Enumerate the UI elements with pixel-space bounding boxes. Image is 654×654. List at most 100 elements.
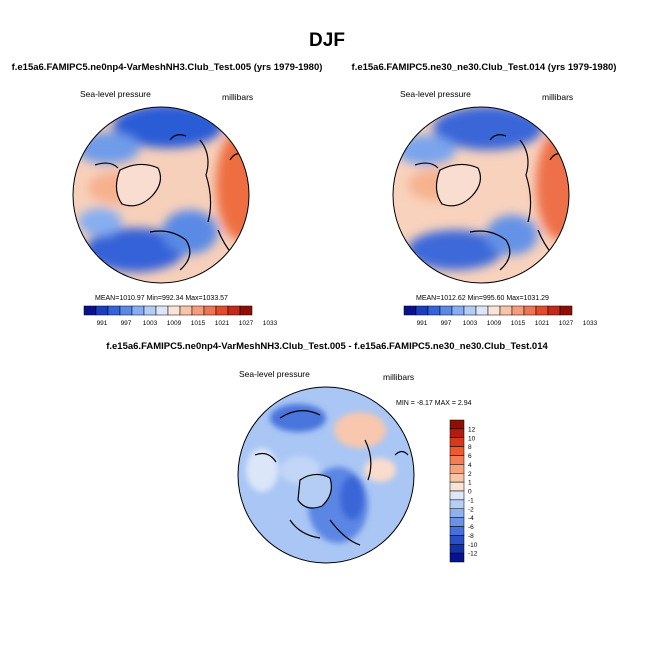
colorbar-box xyxy=(449,428,465,438)
panel-title-control: f.e15a6.FAMIPC5.ne30_ne30.Club_Test.014 … xyxy=(351,62,617,73)
colorbar-box xyxy=(167,305,181,316)
colorbar-box xyxy=(449,535,465,545)
colorbar-label: 0 xyxy=(468,489,472,496)
colorbar-box xyxy=(449,526,465,536)
low-band xyxy=(396,135,456,165)
colorbar-label: -12 xyxy=(468,551,478,558)
max-value: 1033.57 xyxy=(202,295,228,302)
colorbar-box xyxy=(449,419,465,430)
min-label: Min= xyxy=(467,295,483,302)
colorbar-box xyxy=(227,305,241,316)
min-value: -8.17 xyxy=(416,400,433,407)
stats-difference: MIN = -8.17 MAX = 2.94 xyxy=(396,400,472,407)
min-value: 995.60 xyxy=(482,295,505,302)
colorbar-box xyxy=(559,305,573,316)
max-value: 1031.29 xyxy=(523,295,549,302)
colorbar-label: 2 xyxy=(468,471,472,478)
coastline-greenland xyxy=(115,163,162,207)
colorbar-label: -10 xyxy=(468,542,478,549)
colorbar-label: 8 xyxy=(468,444,472,451)
colorbar-box xyxy=(449,544,465,554)
colorbar-label: 1009 xyxy=(167,320,182,327)
colorbar-box xyxy=(523,305,537,316)
variable-label-test: Sea-level pressure xyxy=(80,89,151,99)
mean-label: MEAN= xyxy=(416,295,441,302)
colorbar-box xyxy=(119,305,133,316)
colorbar-label: 991 xyxy=(97,320,108,327)
min-value: 992.34 xyxy=(161,295,184,302)
colorbar-box xyxy=(499,305,513,316)
max-label: Max= xyxy=(506,295,524,302)
colorbar-box xyxy=(439,305,453,316)
panel-title-test: f.e15a6.FAMIPC5.ne0np4-VarMeshNH3.Club_T… xyxy=(11,62,323,73)
colorbar-label: 991 xyxy=(417,320,428,327)
colorbar-box xyxy=(203,305,217,316)
colorbar-box xyxy=(179,305,193,316)
colorbar-box xyxy=(449,464,465,474)
colorbar-label: 6 xyxy=(468,453,472,460)
colorbar-label: 10 xyxy=(468,435,476,442)
colorbar-label: -6 xyxy=(468,524,474,531)
variable-label-control: Sea-level pressure xyxy=(400,89,471,99)
colorbar-box xyxy=(449,473,465,483)
map-boundary xyxy=(72,106,250,284)
colorbar-box xyxy=(427,305,441,316)
figure-title: DJF xyxy=(309,30,345,51)
colorbar-box xyxy=(83,305,97,316)
colorbar-label: 1003 xyxy=(143,320,158,327)
anomaly-neg-inner xyxy=(340,476,364,520)
variable-label-difference: Sea-level pressure xyxy=(239,369,310,379)
min-label: MIN = xyxy=(396,400,415,407)
colorbar-label: 1003 xyxy=(463,320,478,327)
colorbar-box xyxy=(487,305,501,316)
colorbar-box xyxy=(449,499,465,509)
colorbar-label: 12 xyxy=(468,426,476,433)
low-atlantic xyxy=(486,215,538,255)
units-label-control: millibars xyxy=(542,92,574,102)
anomaly-pos2 xyxy=(364,458,396,482)
colorbar-box xyxy=(403,305,417,316)
colorbar-box xyxy=(449,517,465,527)
colorbar-box xyxy=(95,305,109,316)
colorbar-box xyxy=(463,305,477,316)
low-band xyxy=(76,132,140,164)
colorbar-test: 991 997 1003 1009 1015 1021 1027 1033 xyxy=(83,305,278,327)
map-difference xyxy=(238,387,414,563)
colorbar-label: 997 xyxy=(121,320,132,327)
colorbar-label: 1027 xyxy=(559,320,574,327)
high-siberian xyxy=(536,130,569,240)
high-siberian xyxy=(216,130,249,240)
colorbar-label: 1015 xyxy=(191,320,206,327)
colorbar-box xyxy=(547,305,561,316)
mean-value: 1012.62 xyxy=(440,295,466,302)
coastlines xyxy=(414,134,565,271)
colorbar-box xyxy=(239,305,253,316)
stats-test: MEAN=1010.97 Min=992.34 Max=1033.57 xyxy=(95,295,228,302)
stats-control: MEAN=1012.62 Min=995.60 Max=1031.29 xyxy=(416,295,549,302)
low-icelandic xyxy=(85,228,185,272)
colorbar-label: 4 xyxy=(468,462,472,469)
colorbar-box xyxy=(535,305,549,316)
map-control xyxy=(393,107,569,283)
colorbar-label: 1021 xyxy=(215,320,230,327)
coastline-greenland xyxy=(297,473,332,509)
low-aleutian xyxy=(433,107,543,150)
colorbar-label: -1 xyxy=(468,497,474,504)
colorbar-box xyxy=(449,490,465,501)
colorbar-box xyxy=(475,305,489,316)
low-icelandic xyxy=(407,230,503,270)
panel-title-difference: f.e15a6.FAMIPC5.ne0np4-VarMeshNH3.Club_T… xyxy=(106,341,548,352)
map-boundary xyxy=(392,106,570,284)
colorbar-label: 1033 xyxy=(263,320,278,327)
colorbar-label: 997 xyxy=(441,320,452,327)
colorbar-box xyxy=(143,305,157,316)
colorbar-box xyxy=(155,305,169,316)
anomaly-pos xyxy=(334,412,386,448)
max-label: Max= xyxy=(185,295,203,302)
colorbar-control: 991 997 1003 1009 1015 1021 1027 1033 xyxy=(403,305,598,327)
colorbar-label: 1 xyxy=(468,480,472,487)
colorbar-box xyxy=(131,305,145,316)
anomaly-neg xyxy=(270,404,326,432)
